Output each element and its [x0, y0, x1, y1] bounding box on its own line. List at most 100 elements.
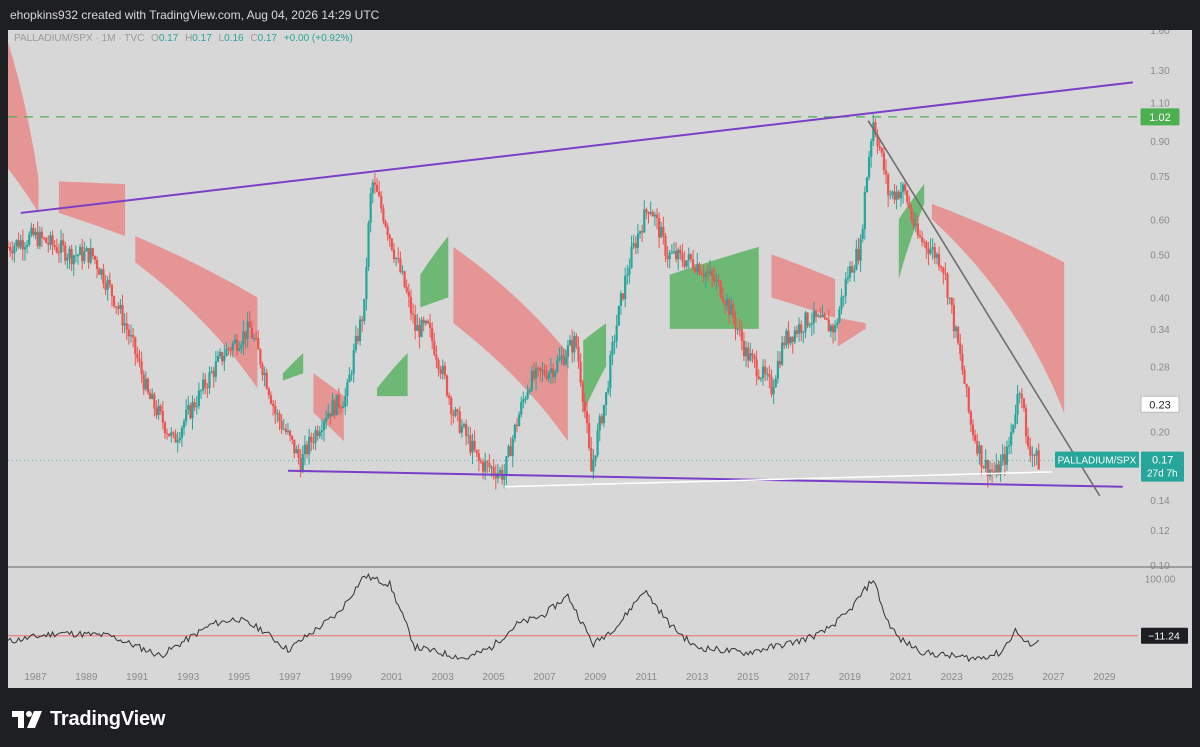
- ichimoku-cloud-bearish-7: [453, 246, 568, 442]
- candle-body: [836, 322, 839, 325]
- candle-body: [144, 378, 147, 390]
- candle-body: [789, 336, 792, 344]
- candle-body: [643, 209, 646, 233]
- legend-source: TVC: [124, 33, 145, 44]
- candle-body: [925, 241, 928, 249]
- candle-body: [1024, 408, 1028, 437]
- ichimoku-cloud-bearish-2: [135, 236, 258, 389]
- candle-body: [952, 305, 956, 332]
- candle-body: [1010, 432, 1013, 446]
- candle-body: [753, 355, 756, 360]
- candle-body: [297, 449, 300, 458]
- candle-body: [325, 417, 328, 422]
- candle-body: [341, 406, 345, 408]
- candle-body: [439, 369, 442, 374]
- candle-body: [556, 360, 559, 372]
- candle-body: [717, 279, 720, 281]
- candle-body: [596, 430, 599, 456]
- candle-body: [327, 413, 330, 418]
- candle-body: [354, 335, 357, 351]
- candle-body: [248, 321, 251, 328]
- candle-body: [984, 460, 987, 469]
- candle-body: [651, 212, 654, 217]
- candle-body: [310, 436, 313, 442]
- candle-body: [409, 296, 413, 314]
- candle-body: [965, 383, 968, 388]
- candle-body: [509, 446, 512, 456]
- candle-body: [72, 255, 75, 265]
- candle-body: [511, 438, 514, 456]
- tradingview-mark-icon: [12, 711, 42, 728]
- candle-body: [571, 340, 574, 353]
- candle-body: [465, 424, 468, 436]
- candle-body: [895, 191, 898, 200]
- candle-body: [437, 360, 440, 370]
- price-tick: 0.20: [1150, 427, 1170, 438]
- candle-body: [403, 271, 406, 287]
- candle-body: [674, 251, 678, 260]
- candle-body: [513, 424, 516, 439]
- time-tick: 1997: [279, 672, 302, 683]
- candle-body: [172, 432, 175, 434]
- candle-body: [498, 469, 502, 474]
- candle-body: [532, 370, 536, 379]
- candle-body: [740, 329, 743, 341]
- candle-body: [880, 148, 883, 153]
- candle-body: [863, 192, 866, 230]
- candle-body: [401, 271, 404, 273]
- candle-body: [106, 279, 109, 290]
- candle-body: [282, 428, 285, 430]
- candle-body: [638, 231, 642, 234]
- candle-body: [475, 449, 478, 454]
- candle-body: [115, 306, 118, 308]
- candle-body: [202, 379, 205, 391]
- price-tick: 0.10: [1150, 561, 1170, 572]
- candle-body: [575, 335, 578, 347]
- candle-body: [683, 261, 686, 267]
- candle-body: [558, 357, 561, 361]
- time-tick: 2015: [737, 672, 760, 683]
- time-tick: 2023: [941, 672, 964, 683]
- candle-body: [163, 422, 167, 434]
- legend-high-key: H: [185, 33, 193, 44]
- candle-body: [878, 146, 881, 149]
- candle-body: [817, 315, 820, 317]
- candle-body: [299, 457, 302, 473]
- candle-body: [588, 423, 591, 449]
- candle-body: [488, 462, 491, 468]
- candle-body: [170, 432, 173, 437]
- candle-body: [83, 251, 86, 262]
- time-tick: 2005: [482, 672, 505, 683]
- time-tick: 1999: [330, 672, 353, 683]
- candle-body: [85, 248, 88, 252]
- candle-body: [685, 260, 688, 267]
- candle-body: [127, 329, 130, 337]
- candle-body: [757, 376, 760, 379]
- candle-body: [210, 371, 213, 373]
- ichimoku-cloud-bearish-0: [8, 42, 39, 213]
- candle-body: [978, 445, 981, 454]
- candle-body: [1020, 393, 1023, 399]
- chart-canvas[interactable]: 1.60 1.30 1.10 0.90 0.75 0.60 0.50 0.40 0.34 0.28…: [8, 30, 1192, 688]
- candle-body: [526, 391, 529, 399]
- legend-high: 0.17: [192, 33, 212, 44]
- chart-area[interactable]: 1.60 1.30 1.10 0.90 0.75 0.60 0.50 0.40 0.34 0.28…: [8, 30, 1192, 688]
- candle-body: [233, 339, 237, 344]
- candle-body: [808, 324, 811, 326]
- legend-open: 0.17: [158, 33, 179, 44]
- candle-body: [481, 462, 485, 472]
- candle-body: [916, 223, 919, 236]
- price-tick: 1.60: [1150, 30, 1170, 37]
- tradingview-logo[interactable]: TradingView: [12, 708, 165, 731]
- candle-body: [64, 245, 67, 261]
- candle-body: [55, 247, 58, 253]
- candle-body: [520, 402, 523, 415]
- level-badge-0-23-text: 0.23: [1149, 399, 1170, 411]
- candle-body: [897, 191, 900, 199]
- candle-body: [933, 247, 936, 258]
- candle-body: [918, 235, 922, 237]
- candle-body: [1007, 445, 1011, 447]
- candle-body: [333, 400, 336, 416]
- candle-body: [1016, 394, 1019, 415]
- candle-body: [28, 234, 31, 245]
